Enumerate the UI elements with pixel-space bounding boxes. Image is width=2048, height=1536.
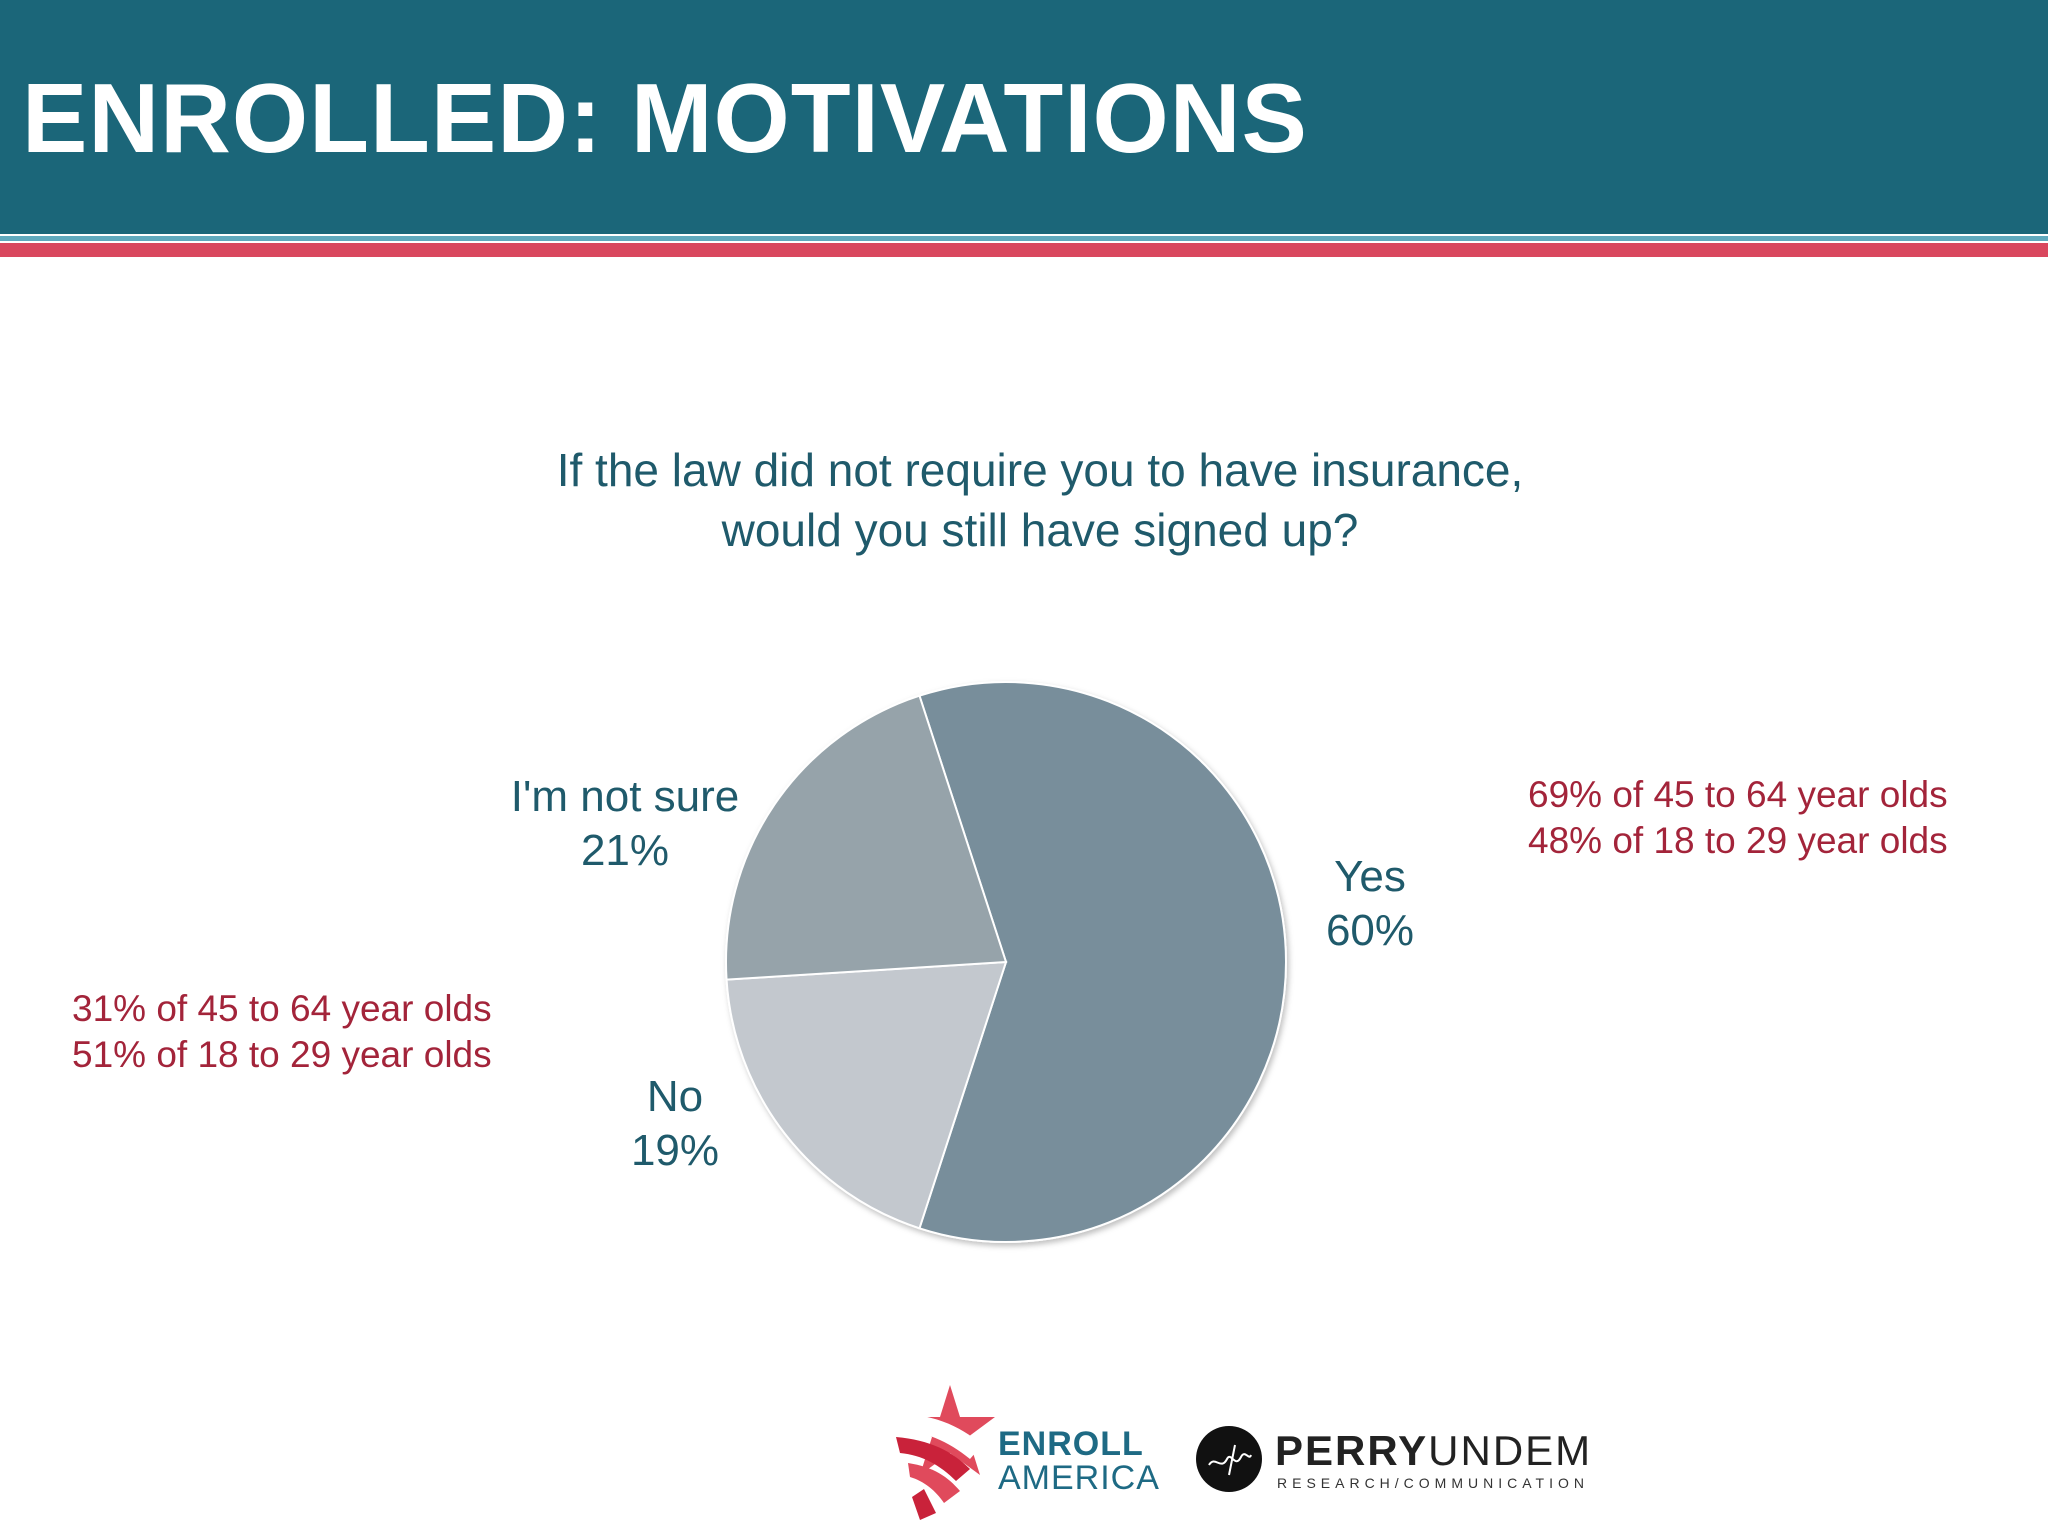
not-sure-value: 21% — [580, 826, 670, 875]
not-sure-name: I'm not sure — [510, 772, 740, 821]
no-value: 19% — [630, 1126, 720, 1175]
no-note-line-1: 31% of 45 to 64 year olds — [72, 988, 492, 1029]
title-banner: ENROLLED: MOTIVATIONS — [0, 0, 2048, 234]
question-line-2: would you still have signed up? — [721, 504, 1359, 556]
yes-value: 60% — [1325, 906, 1415, 955]
slice-label-not-sure: I'm not sure 21% — [480, 770, 770, 878]
no-note-line-2: 51% of 18 to 29 year olds — [72, 1034, 492, 1075]
yes-age-breakdown: 69% of 45 to 64 year olds 48% of 18 to 2… — [1528, 772, 1948, 864]
yes-note-line-2: 48% of 18 to 29 year olds — [1528, 820, 1948, 861]
pie-slice-i-m-not-sure — [725, 694, 1008, 981]
chart-question: If the law did not require you to have i… — [340, 440, 1740, 560]
divider-red — [0, 243, 2048, 257]
page-title: ENROLLED: MOTIVATIONS — [22, 63, 1308, 173]
no-age-breakdown: 31% of 45 to 64 year olds 51% of 18 to 2… — [72, 986, 492, 1078]
question-line-1: If the law did not require you to have i… — [556, 444, 1524, 496]
no-name: No — [646, 1072, 704, 1121]
perry-undem-tagline: RESEARCH/COMMUNICATION — [1277, 1475, 1589, 1491]
divider-teal — [0, 236, 2048, 241]
perry-undem-mark-icon — [1196, 1426, 1262, 1492]
pie-slice-yes — [918, 681, 1287, 1243]
slice-label-no: No 19% — [600, 1070, 750, 1178]
enroll-star-icon — [890, 1385, 995, 1520]
yes-note-line-1: 69% of 45 to 64 year olds — [1528, 774, 1948, 815]
enroll-america-logo: ENROLL AMERICA — [890, 1385, 1170, 1520]
enroll-wordmark: ENROLL AMERICA — [998, 1425, 1160, 1497]
yes-name: Yes — [1334, 852, 1406, 901]
slice-label-yes: Yes 60% — [1300, 850, 1440, 958]
perry-undem-logo: PERRYUNDEM RESEARCH/COMMUNICATION — [1195, 1425, 1645, 1495]
pie-slice-no — [725, 960, 1008, 1230]
perry-undem-wordmark: PERRYUNDEM — [1275, 1427, 1593, 1474]
